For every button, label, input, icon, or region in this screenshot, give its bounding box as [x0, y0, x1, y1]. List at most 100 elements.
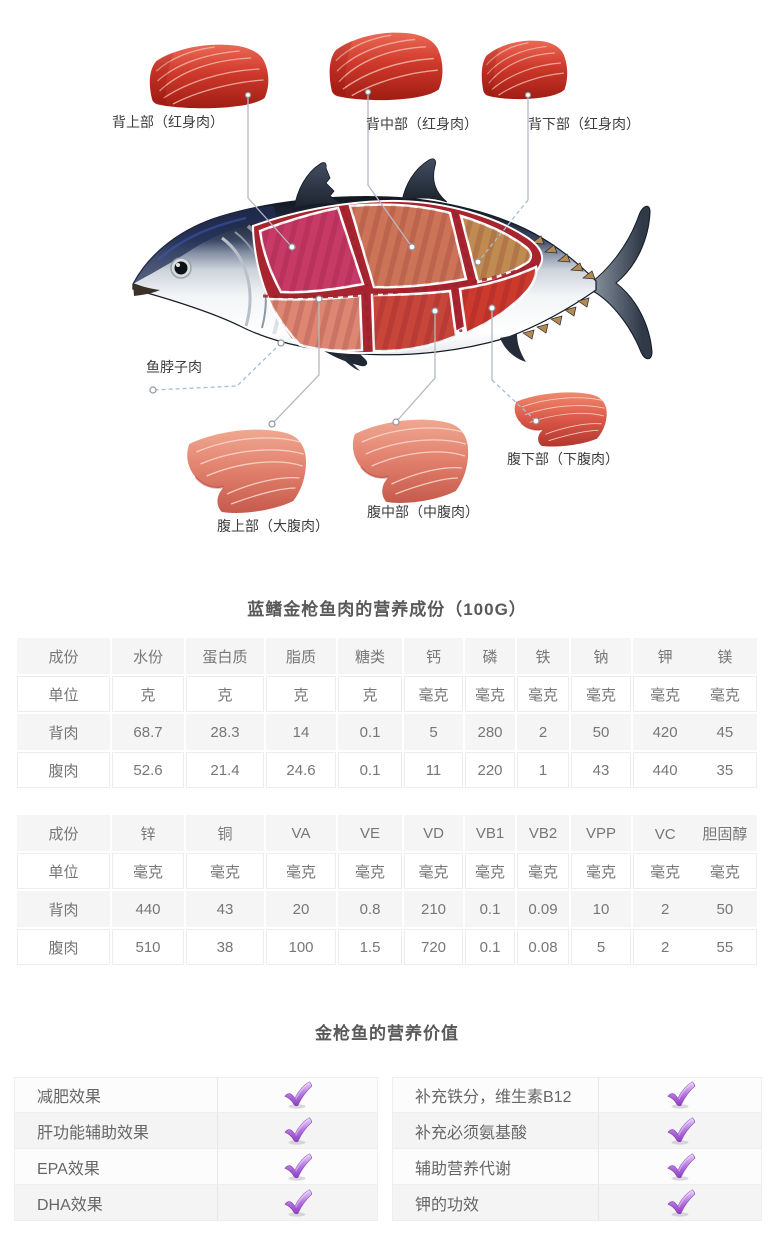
table-cell: 50: [571, 714, 631, 750]
cell-value: 毫克: [709, 863, 740, 881]
table-cell: 0.8: [338, 891, 402, 927]
column-header: 蛋白质: [186, 638, 264, 674]
table-cell: 0.09: [517, 891, 569, 927]
leader-lines-dashed: [152, 199, 537, 422]
table-cell: 1: [517, 752, 569, 788]
cell-value: 毫克: [709, 686, 740, 704]
column-header: 水份: [112, 638, 184, 674]
table-cell: 毫克: [266, 853, 336, 889]
benefits-list-right: 补充铁分，维生素B12 补充必须氨基酸 辅助营养代谢 钾的功效: [392, 1077, 762, 1221]
table-cell: 5: [404, 714, 463, 750]
cell-value: VC: [654, 825, 676, 843]
table-cell-dual: 2 55: [633, 929, 757, 965]
benefit-row: 补充铁分，维生素B12: [392, 1077, 762, 1113]
table-cell: 43: [571, 752, 631, 788]
table-cell: 5: [571, 929, 631, 965]
table-cell: 克: [338, 676, 402, 712]
benefit-label: 钾的功效: [393, 1185, 600, 1220]
nutrition-table-vitamins: 成份锌铜 VA VE VD VB1 VB2 VPP VC 胆固醇 单位 毫克 毫克 毫克 毫克 毫克 毫克 毫克…: [15, 813, 759, 967]
column-header: 钠: [571, 638, 631, 674]
tuna-fish-illustration: [132, 32, 653, 513]
table-row: 单位克克克克毫克 毫克 毫克 毫克 毫克 毫克: [17, 676, 757, 712]
column-header: 铜: [186, 815, 264, 851]
table-cell-dual: 毫克 毫克: [633, 676, 757, 712]
benefit-label: DHA效果: [15, 1185, 218, 1220]
table-cell: 14: [266, 714, 336, 750]
column-header: 成份: [17, 815, 110, 851]
table-cell: 0.1: [465, 929, 515, 965]
column-header: VPP: [571, 815, 631, 851]
table-cell: 720: [404, 929, 463, 965]
table-row: 腹肉 510 38 100 1.5 720 0.1 0.08 5 2 55: [17, 929, 757, 965]
column-header-dual: VC 胆固醇: [633, 815, 757, 851]
column-header: VE: [338, 815, 402, 851]
table-cell: 210: [404, 891, 463, 927]
meat-piece-belly-lower: [514, 392, 607, 447]
table-cell-dual: 2 50: [633, 891, 757, 927]
meat-piece-belly-upper: [187, 429, 306, 513]
table-cell: 毫克: [465, 676, 515, 712]
benefit-row: 钾的功效: [392, 1185, 762, 1221]
table-cell: 克: [112, 676, 184, 712]
meat-piece-back-upper: [149, 44, 269, 109]
check-icon: [284, 1081, 313, 1109]
table-header-row: 成份 水份 蛋白质 脂质 糖类钙磷铁钠钾镁: [17, 638, 757, 674]
dorsal-fin-rear: [401, 158, 448, 203]
table-cell: 背肉: [17, 714, 110, 750]
benefit-check-cell: [218, 1149, 377, 1184]
cell-value: 镁: [717, 648, 733, 666]
benefit-label: 补充铁分，维生素B12: [393, 1078, 600, 1112]
benefit-check-cell: [599, 1113, 761, 1148]
table-cell: 毫克: [571, 853, 631, 889]
benefit-check-cell: [218, 1078, 377, 1112]
table-cell: 68.7: [112, 714, 184, 750]
benefit-row: 肝功能辅助效果: [14, 1113, 378, 1149]
table-cell: 100: [266, 929, 336, 965]
eye: [170, 257, 192, 279]
column-header: 钙: [404, 638, 463, 674]
table-cell: 440: [112, 891, 184, 927]
benefit-row: 辅助营养代谢: [392, 1149, 762, 1185]
column-header: 锌: [112, 815, 184, 851]
column-header: 糖类: [338, 638, 402, 674]
benefit-label: 辅助营养代谢: [393, 1149, 600, 1184]
benefit-label: 肝功能辅助效果: [15, 1113, 218, 1148]
leader-dots: [149, 88, 540, 428]
column-header: 成份: [17, 638, 110, 674]
label-back-upper: 背上部（红身肉）: [112, 114, 224, 130]
anal-fin: [500, 334, 526, 362]
benefit-check-cell: [599, 1078, 761, 1112]
cell-value: 420: [652, 723, 678, 741]
label-back-mid: 背中部（红身肉）: [366, 116, 478, 132]
cell-value: 35: [716, 761, 734, 779]
meat-piece-back-lower: [481, 40, 568, 100]
table-cell: 11: [404, 752, 463, 788]
table-cell: 背肉: [17, 891, 110, 927]
cell-value: 2: [660, 900, 670, 918]
label-belly-mid: 腹中部（中腹肉）: [367, 504, 479, 520]
table-cell: 21.4: [186, 752, 264, 788]
table-header-row: 成份锌铜 VA VE VD VB1 VB2 VPP VC 胆固醇: [17, 815, 757, 851]
check-icon: [667, 1188, 696, 1217]
column-header: 脂质: [266, 638, 336, 674]
benefit-check-cell: [218, 1185, 377, 1220]
benefit-label: 补充必须氨基酸: [393, 1113, 600, 1148]
tuna-cuts-diagram: 背上部（红身肉） 背中部（红身肉） 背下部（红身肉） 鱼脖子肉 腹下部（下腹肉）…: [0, 0, 774, 565]
table-cell: 毫克: [465, 853, 515, 889]
table-cell: 毫克: [404, 676, 463, 712]
table-cell: 毫克: [517, 676, 569, 712]
label-back-lower: 背下部（红身肉）: [528, 116, 640, 132]
table-cell: 毫克: [338, 853, 402, 889]
label-belly-lower: 腹下部（下腹肉）: [507, 451, 619, 467]
benefits-title: 金枪鱼的营养价值: [315, 1024, 459, 1043]
table-cell: 510: [112, 929, 184, 965]
cell-value: 2: [660, 938, 670, 956]
table-cell: 0.1: [465, 891, 515, 927]
table-row: 背肉 68.7 28.3 14 0.1 5 280 2 50 420 45: [17, 714, 757, 750]
table-cell: 2: [517, 714, 569, 750]
label-belly-upper: 腹上部（大腹肉）: [217, 518, 329, 534]
benefit-check-cell: [599, 1185, 761, 1220]
mouth: [133, 283, 160, 296]
table-cell: 毫克: [404, 853, 463, 889]
